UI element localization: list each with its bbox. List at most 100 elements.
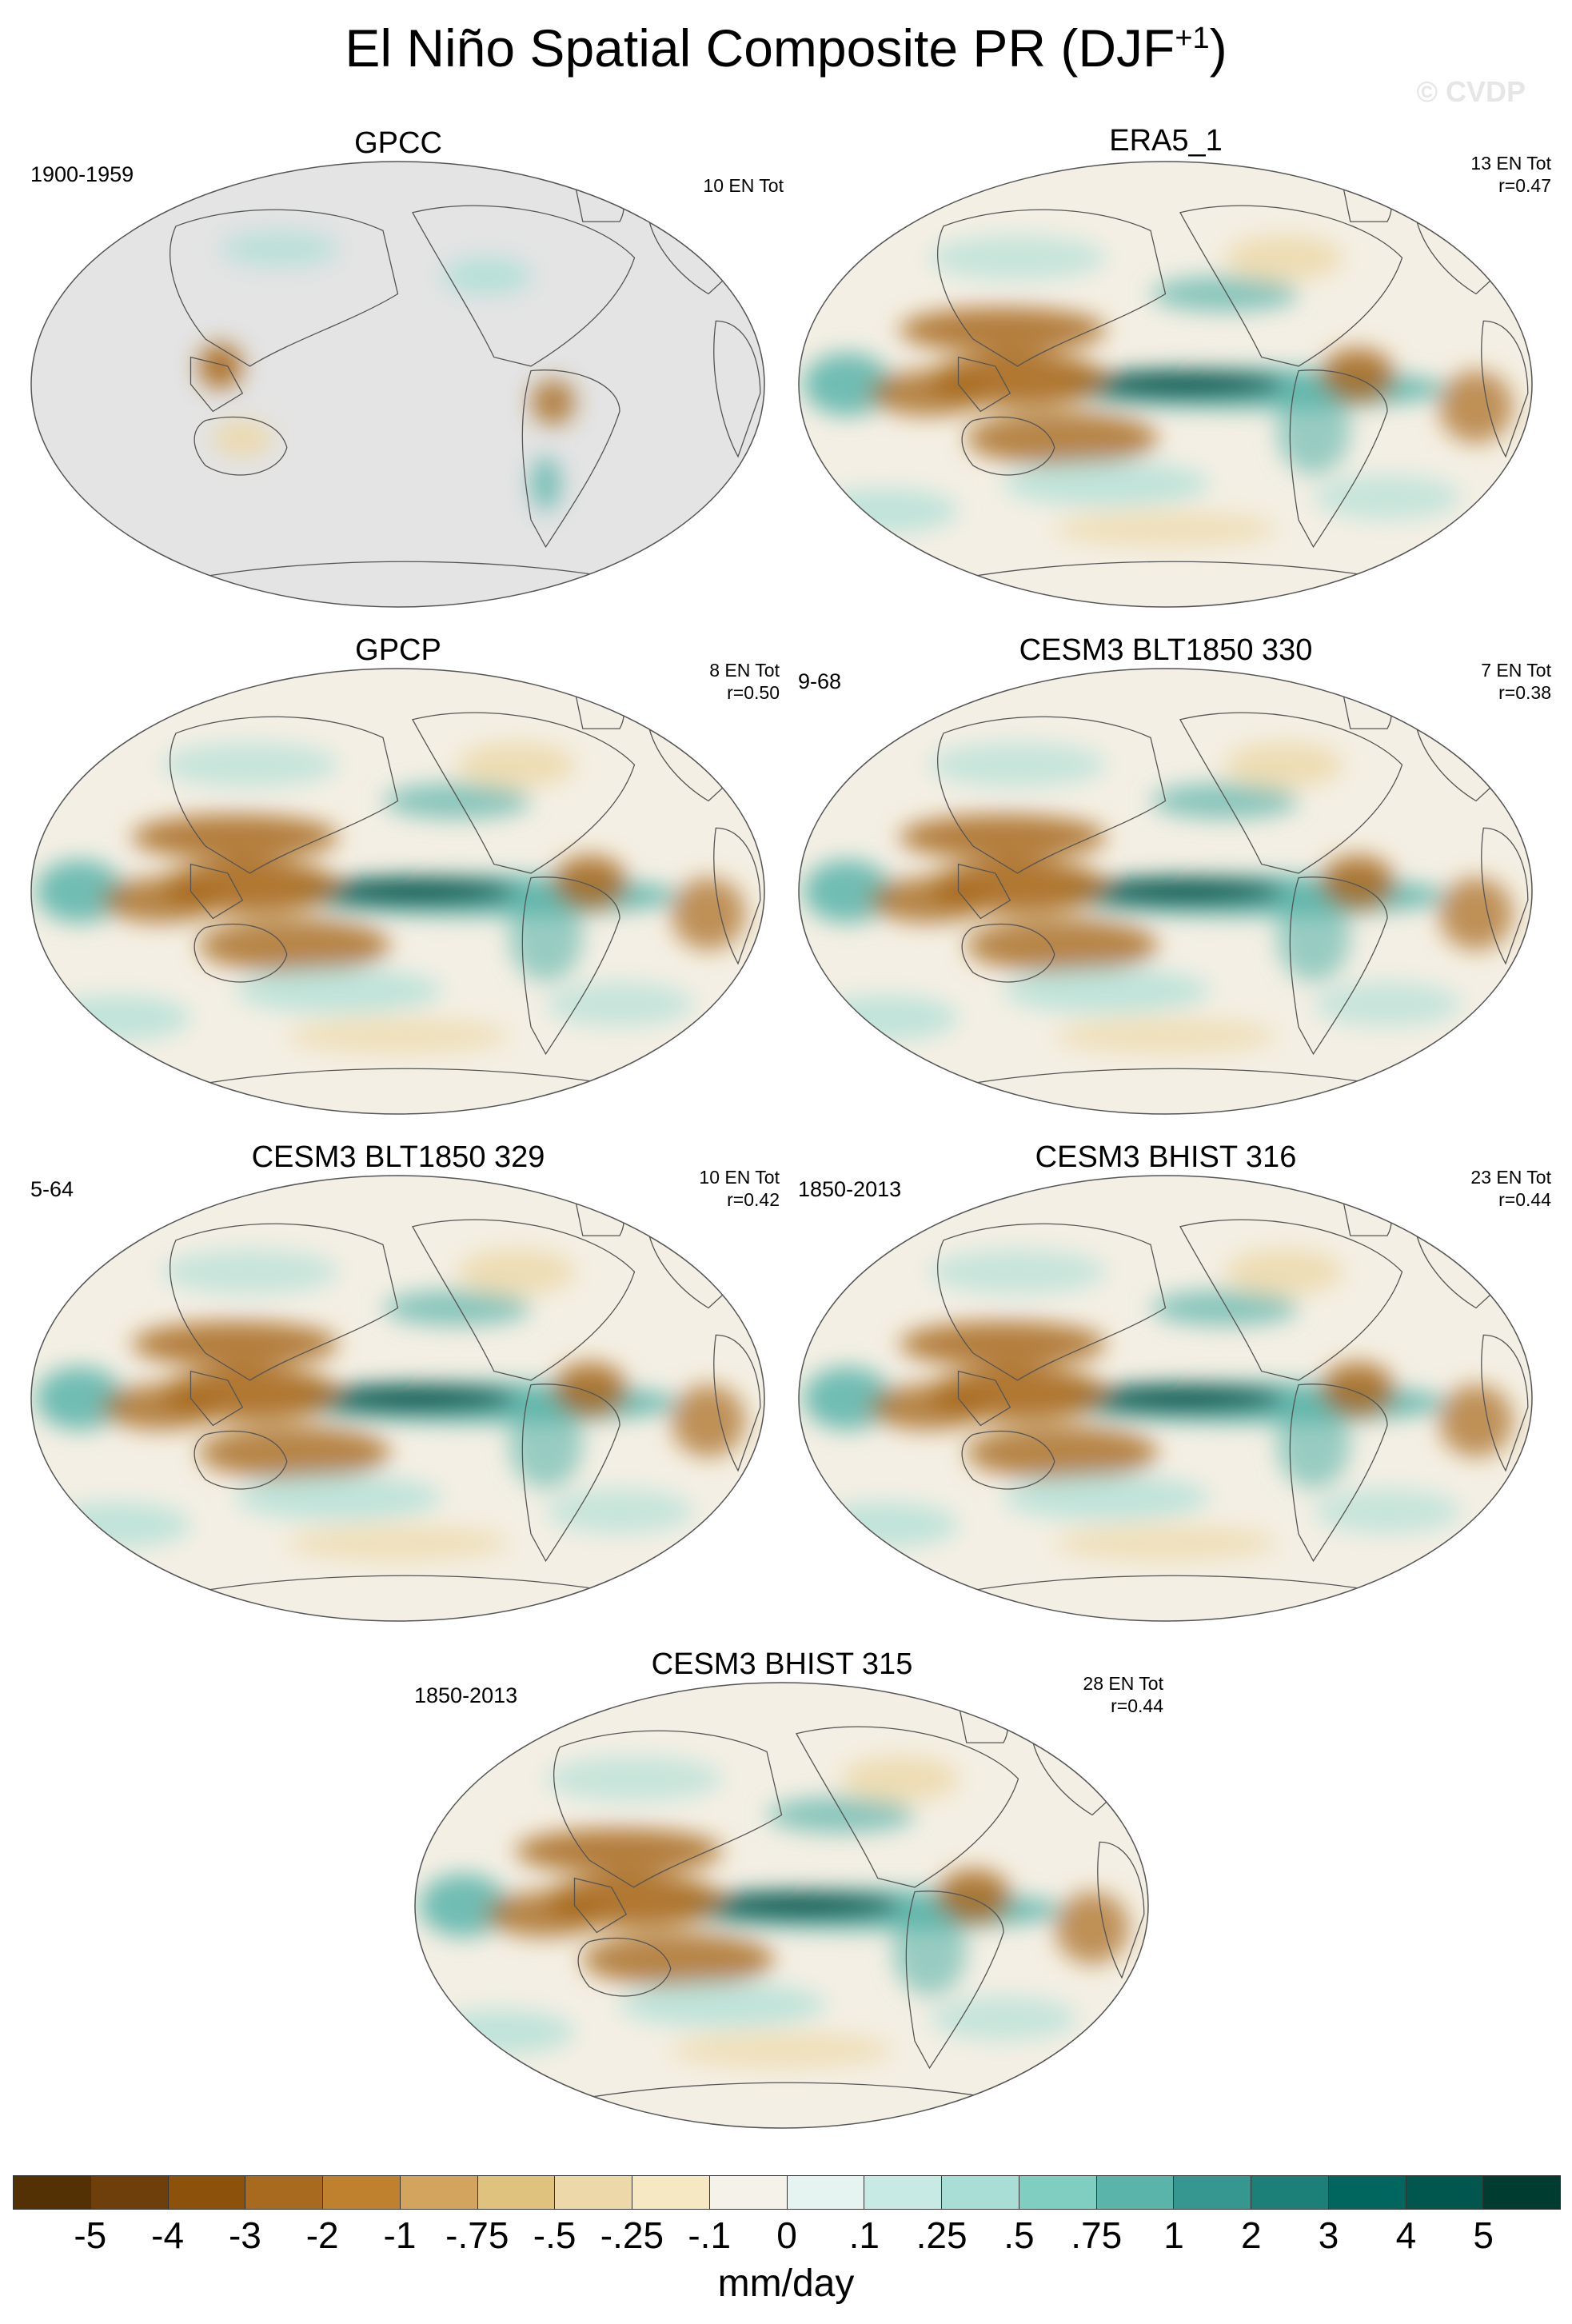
map-border — [30, 1175, 765, 1622]
anomaly-region — [309, 1384, 517, 1412]
anomaly-region — [803, 859, 892, 924]
coastline-australia — [194, 416, 288, 476]
anomaly-region — [1076, 370, 1284, 398]
map-border — [798, 1175, 1533, 1622]
coastline-antarctica — [958, 1068, 1388, 1087]
panel-title-gpcp: GPCP — [355, 633, 441, 667]
anomaly-region — [545, 981, 694, 1027]
anomaly-region — [553, 855, 628, 910]
coastline-africa — [713, 827, 761, 965]
colorbar-swatch — [1328, 2176, 1406, 2209]
coastline-asia — [937, 716, 1167, 874]
colorbar-swatch — [555, 2176, 632, 2209]
anomaly-region — [1076, 1384, 1284, 1412]
colorbar-tick-label: -.75 — [445, 2214, 509, 2256]
anomaly-region — [936, 1869, 1011, 1924]
colorbar-tick-label: 4 — [1395, 2214, 1417, 2256]
anomaly-region — [892, 1905, 967, 1996]
pattern-correlation: r=0.44 — [1111, 1695, 1163, 1716]
colorbar-tick-label: 2 — [1241, 2214, 1262, 2256]
anomaly-region — [767, 1796, 915, 1834]
coastline-seasia — [190, 1370, 244, 1427]
anomaly-region — [509, 891, 583, 982]
anomaly-region — [671, 1384, 746, 1457]
colorbar-tick-label: -4 — [151, 2214, 185, 2256]
coastline-asia — [170, 1223, 399, 1381]
coastline-australia — [194, 1430, 288, 1490]
anomaly-region — [1320, 855, 1395, 910]
anomaly-region — [899, 1321, 1107, 1367]
map-field — [799, 162, 1532, 607]
coastline-antarctica — [574, 2082, 1004, 2101]
panel-title-blt1850-329: CESM3 BLT1850 329 — [251, 1140, 545, 1174]
anomaly-region — [803, 352, 892, 417]
coastline-africa — [1481, 1334, 1529, 1472]
event-count: 7 EN Tot — [1481, 660, 1551, 681]
anomaly-region — [131, 814, 339, 860]
anomaly-region — [220, 230, 339, 267]
map-field — [31, 669, 764, 1114]
colorbar-swatch — [1406, 2176, 1484, 2209]
panel-title-bhist-316: CESM3 BHIST 316 — [1035, 1140, 1297, 1174]
coastline-asia — [937, 209, 1167, 367]
event-count: 10 EN Tot — [699, 1167, 780, 1188]
anomaly-region — [102, 877, 221, 924]
coastline-samerica — [1289, 1384, 1388, 1563]
colorbar-tick-label: 0 — [776, 2214, 797, 2256]
anomaly-region — [1003, 1475, 1210, 1521]
map-field — [415, 1683, 1148, 2128]
panel-period-bhist-316: 1850-2013 — [798, 1177, 902, 1201]
coastline-seasia — [957, 1370, 1011, 1427]
panel-stats-blt1850-330: 7 EN Tot r=0.38 — [1391, 659, 1551, 704]
colorbar-swatch — [168, 2176, 246, 2209]
anomaly-region — [1438, 1384, 1514, 1457]
panel-title-era5: ERA5_1 — [1109, 124, 1223, 158]
anomaly-region — [965, 918, 1159, 973]
panel-period-blt1850-330: 9-68 — [798, 669, 842, 693]
colorbar-units: mm/day — [717, 2262, 855, 2305]
map-blt1850-330 — [798, 668, 1533, 1115]
anomaly-region — [161, 1249, 339, 1295]
colorbar-swatch — [400, 2176, 478, 2209]
coastline-africa — [1481, 827, 1529, 965]
coastline-seasia — [190, 863, 244, 920]
map-border — [30, 161, 765, 608]
anomaly-region — [457, 1249, 576, 1295]
figure-title: El Niño Spatial Composite PR (DJF+1) — [345, 18, 1227, 78]
colorbar-tick-label: -1 — [383, 2214, 417, 2256]
anomaly-region — [1151, 1289, 1299, 1327]
coastline-australia — [577, 1937, 672, 1997]
coastline-africa — [1097, 1841, 1145, 1979]
colorbar-tick-label: 5 — [1473, 2214, 1494, 2256]
anomaly-region — [1313, 1488, 1462, 1534]
anomaly-region — [419, 1873, 509, 1938]
anomaly-region — [869, 370, 988, 417]
colorbar-swatch — [864, 2176, 942, 2209]
colorbar-swatch — [1019, 2176, 1097, 2209]
anomaly-region — [515, 1828, 723, 1874]
colorbar-tick-label: .5 — [1003, 2214, 1035, 2256]
panel-period-blt1850-329: 5-64 — [30, 1177, 74, 1201]
event-count: 23 EN Tot — [1470, 1167, 1551, 1188]
anomaly-region — [1224, 1249, 1343, 1295]
colorbar-swatch — [787, 2176, 865, 2209]
anomaly-region — [553, 1362, 628, 1417]
anomaly-region — [869, 877, 988, 924]
anomaly-region — [928, 235, 1107, 281]
coastline-samerica — [1289, 876, 1388, 1056]
colorbar — [13, 2175, 1561, 2210]
anomaly-region — [35, 859, 125, 924]
colorbar-swatch — [90, 2176, 169, 2209]
map-blt1850-329 — [30, 1175, 765, 1622]
anomaly-region — [1313, 981, 1462, 1027]
map-border — [414, 1682, 1149, 2129]
event-count: 13 EN Tot — [1470, 153, 1551, 174]
anomaly-region — [197, 918, 391, 973]
map-field — [799, 1176, 1532, 1621]
coastlines — [937, 691, 1529, 1087]
map-gpcc — [30, 161, 765, 608]
coastline-seasia — [573, 1877, 628, 1934]
coastline-samerica — [905, 1891, 1004, 2070]
anomaly-region — [929, 1995, 1078, 2041]
coastline-namerica — [412, 1219, 636, 1381]
